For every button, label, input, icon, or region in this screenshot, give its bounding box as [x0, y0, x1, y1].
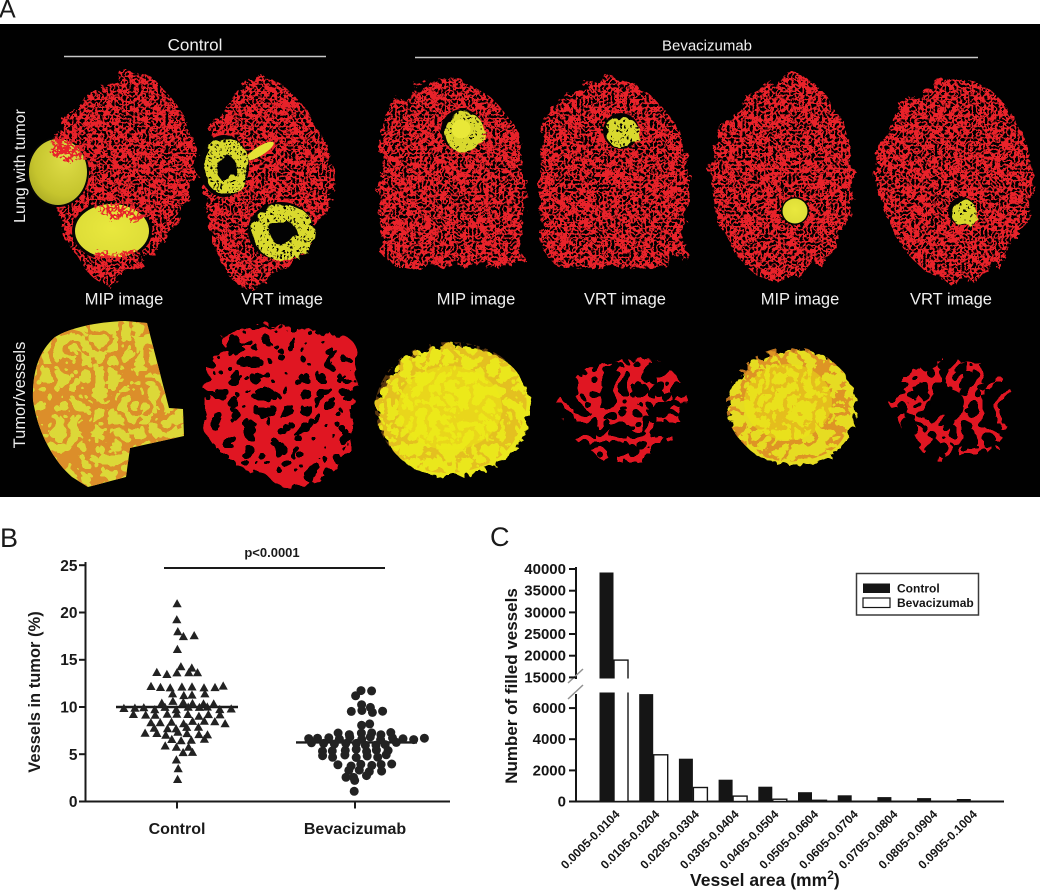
- svg-text:25000: 25000: [524, 626, 566, 643]
- svg-text:VRT image: VRT image: [241, 291, 323, 309]
- svg-text:25: 25: [60, 558, 78, 575]
- svg-text:15: 15: [60, 652, 78, 669]
- svg-text:10: 10: [60, 700, 77, 717]
- svg-text:Control: Control: [897, 582, 940, 596]
- svg-text:Vessel area (mm2): Vessel area (mm2): [690, 868, 840, 890]
- svg-text:6000: 6000: [533, 700, 566, 717]
- svg-text:MIP image: MIP image: [437, 291, 516, 309]
- svg-text:Bevacizumab: Bevacizumab: [897, 596, 974, 610]
- svg-text:2000: 2000: [533, 762, 566, 779]
- svg-text:4000: 4000: [533, 731, 566, 748]
- svg-text:VRT image: VRT image: [584, 291, 666, 309]
- svg-text:A: A: [0, 0, 16, 24]
- svg-text:40000: 40000: [524, 561, 566, 578]
- svg-text:Lung with tumor: Lung with tumor: [12, 108, 29, 223]
- svg-text:B: B: [0, 523, 18, 553]
- svg-text:35000: 35000: [524, 583, 566, 600]
- svg-text:Bevacizumab: Bevacizumab: [662, 38, 752, 55]
- svg-text:Tumor/vessels: Tumor/vessels: [11, 342, 29, 449]
- svg-text:20: 20: [60, 605, 77, 622]
- svg-text:15000: 15000: [524, 669, 566, 686]
- svg-text:0: 0: [69, 794, 78, 811]
- svg-text:Control: Control: [168, 36, 223, 55]
- svg-text:5: 5: [69, 747, 78, 764]
- svg-text:0: 0: [558, 794, 566, 811]
- svg-text:Vessels in tumor (%): Vessels in tumor (%): [26, 611, 44, 772]
- svg-text:C: C: [490, 522, 510, 552]
- svg-text:p<0.0001: p<0.0001: [244, 545, 299, 560]
- svg-text:20000: 20000: [524, 648, 566, 665]
- svg-text:30000: 30000: [524, 604, 566, 621]
- svg-text:MIP image: MIP image: [761, 291, 840, 309]
- svg-text:Number of filled vessels: Number of filled vessels: [502, 588, 521, 784]
- svg-text:MIP image: MIP image: [85, 291, 164, 309]
- svg-text:Bevacizumab: Bevacizumab: [304, 821, 406, 838]
- svg-text:VRT image: VRT image: [910, 291, 992, 309]
- svg-text:Control: Control: [149, 821, 206, 838]
